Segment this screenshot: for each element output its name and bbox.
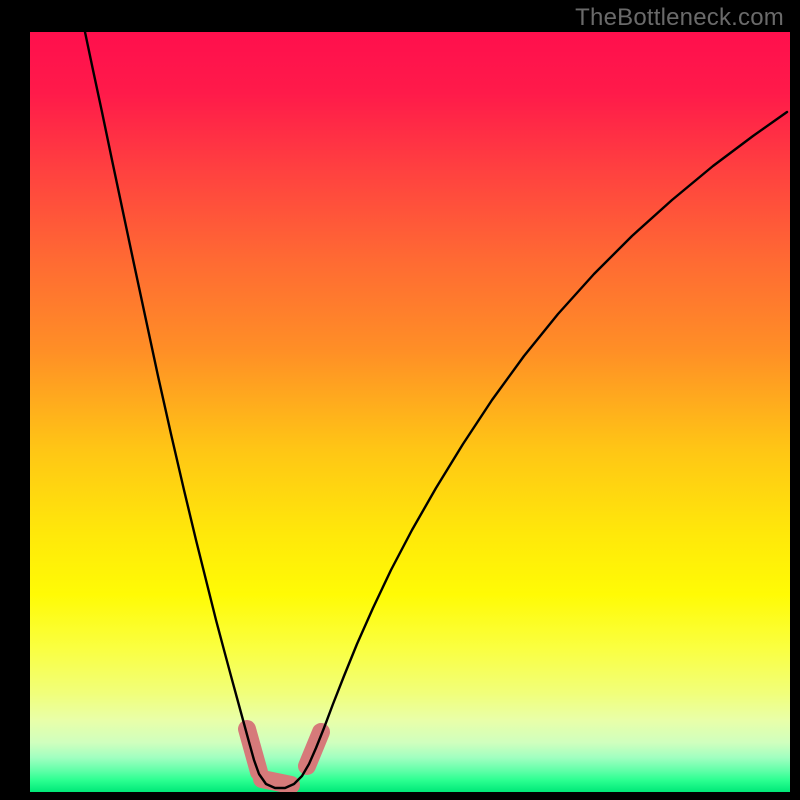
plot-svg [30, 32, 790, 792]
gradient-background [30, 32, 790, 792]
plot-area [30, 32, 790, 792]
chart-frame: TheBottleneck.com [0, 0, 800, 800]
watermark-text: TheBottleneck.com [575, 4, 784, 32]
